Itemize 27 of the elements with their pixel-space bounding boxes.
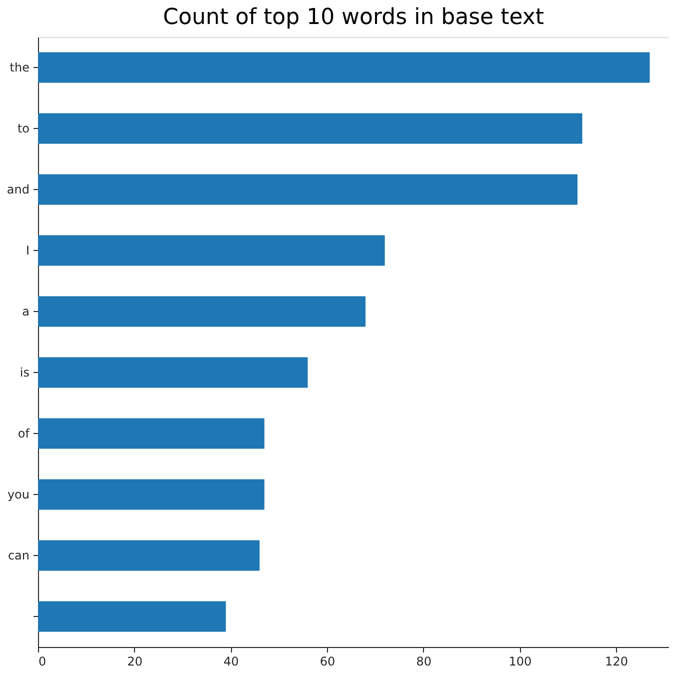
y-tick-label: the bbox=[10, 60, 30, 74]
bar bbox=[38, 174, 578, 205]
x-tick-label: 120 bbox=[605, 654, 628, 668]
bar bbox=[38, 479, 264, 510]
bar bbox=[38, 601, 226, 632]
y-tick-label: I bbox=[26, 244, 30, 258]
bar bbox=[38, 540, 260, 571]
y-tick-label: you bbox=[7, 488, 30, 502]
bar bbox=[38, 296, 366, 327]
y-tick-label: to bbox=[17, 122, 30, 136]
x-tick-label: 60 bbox=[320, 654, 336, 668]
y-tick-label: of bbox=[18, 426, 30, 440]
y-tick-label: is bbox=[20, 366, 30, 380]
x-tick-label: 0 bbox=[38, 654, 46, 668]
x-tick-label: 20 bbox=[127, 654, 142, 668]
bar bbox=[38, 235, 385, 266]
y-tick-label: and bbox=[6, 182, 30, 196]
bar bbox=[38, 418, 264, 449]
chart-title: Count of top 10 words in base text bbox=[163, 5, 544, 30]
y-tick-label: can bbox=[8, 548, 30, 562]
bar bbox=[38, 357, 308, 388]
x-tick-label: 80 bbox=[416, 654, 432, 668]
y-tick-label: a bbox=[22, 304, 30, 318]
x-tick-label: 40 bbox=[224, 654, 239, 668]
bar bbox=[38, 52, 650, 83]
x-tick-label: 100 bbox=[508, 654, 532, 668]
bar bbox=[38, 113, 582, 144]
